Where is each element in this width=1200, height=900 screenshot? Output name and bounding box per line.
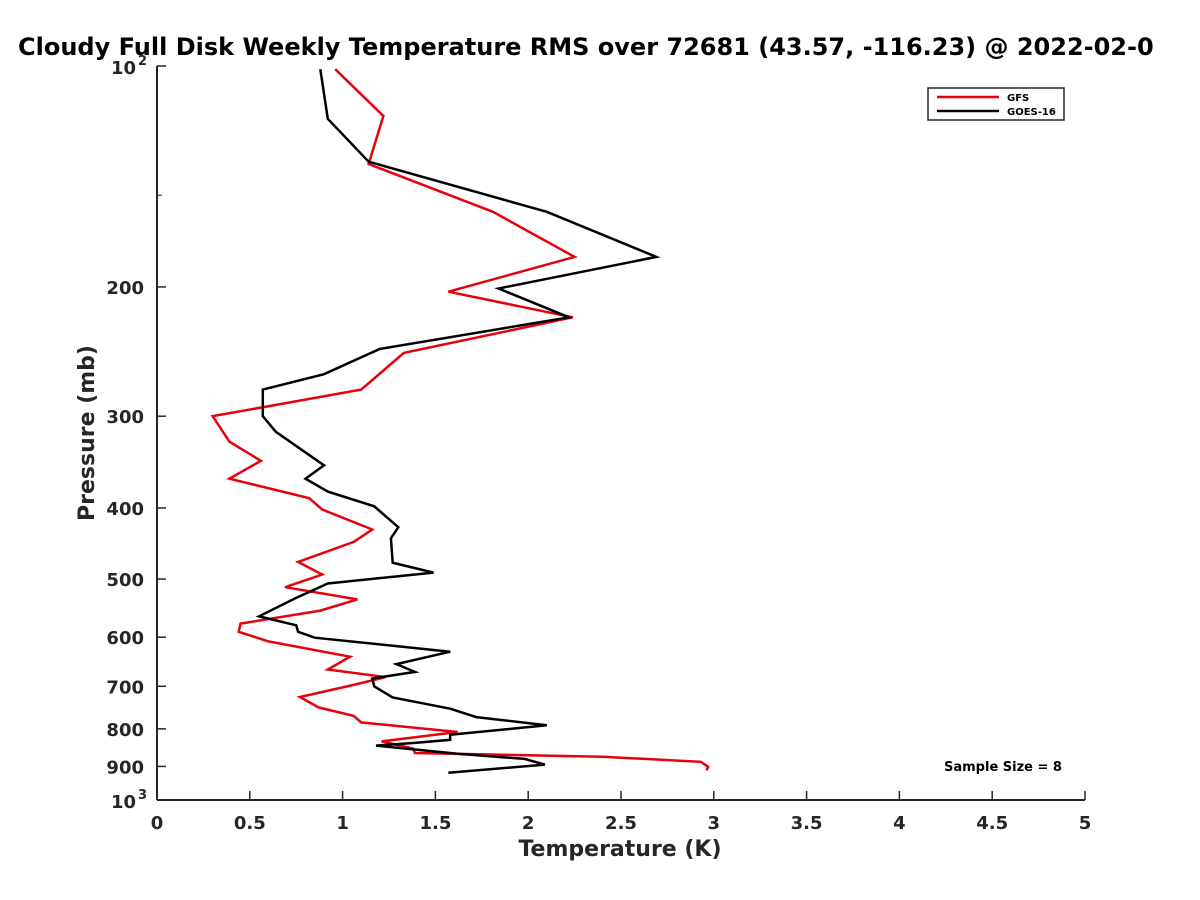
y-tick-label: 700 — [106, 677, 144, 698]
legend: GFS GOES-16 — [927, 87, 1065, 121]
series-line-gfs — [210, 68, 710, 771]
chart-title: Cloudy Full Disk Weekly Temperature RMS … — [18, 33, 1154, 61]
y-tick-label: 600 — [106, 628, 144, 649]
x-tick-label: 0 — [151, 813, 164, 834]
y-tick-label: 500 — [106, 570, 144, 591]
y-axis-label: Pressure (mb) — [75, 345, 100, 521]
y-tick-exponent: 2 — [138, 54, 147, 69]
y-tick-label-power: 10 — [111, 58, 136, 79]
x-tick-label: 4.5 — [976, 813, 1008, 834]
plot-area: 0 0.5 1 1.5 2 2.5 3 3.5 4 4.5 5 200 300 400 500 600 700 8… — [106, 54, 1091, 834]
y-tick-label: 900 — [106, 757, 144, 778]
x-tick-label: 1 — [336, 813, 349, 834]
y-tick-label: 200 — [106, 278, 144, 299]
series-line-goes-16 — [255, 69, 661, 774]
y-tick-label-power: 10 — [111, 792, 136, 813]
x-tick-label: 2 — [522, 813, 535, 834]
x-tick-label: 3 — [708, 813, 721, 834]
legend-label: GFS — [1007, 93, 1029, 104]
x-tick-label: 1.5 — [419, 813, 451, 834]
y-tick-label: 800 — [106, 720, 144, 741]
x-tick-label: 5 — [1079, 813, 1092, 834]
legend-box — [927, 87, 1065, 121]
sample-size-annotation: Sample Size = 8 — [944, 760, 1062, 775]
x-tick-label: 0.5 — [234, 813, 266, 834]
x-tick-label: 3.5 — [791, 813, 823, 834]
x-tick-label: 2.5 — [605, 813, 637, 834]
y-tick-exponent: 3 — [138, 788, 147, 803]
legend-label: GOES-16 — [1007, 107, 1056, 118]
x-tick-label: 4 — [893, 813, 906, 834]
x-axis-label: Temperature (K) — [518, 837, 721, 862]
y-tick-label: 300 — [106, 407, 144, 428]
y-tick-label: 400 — [106, 499, 144, 520]
